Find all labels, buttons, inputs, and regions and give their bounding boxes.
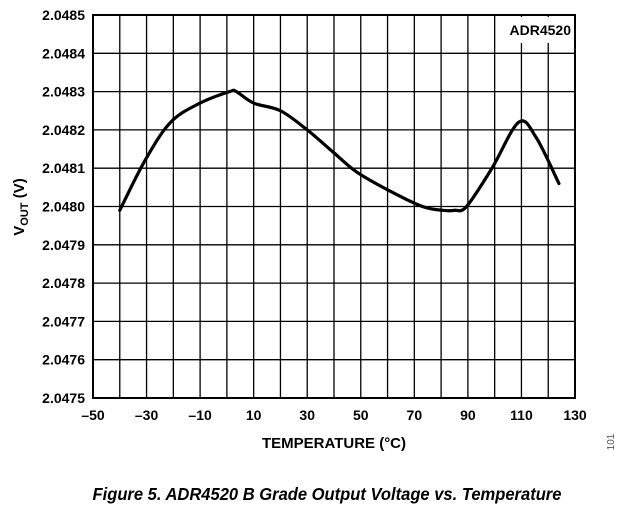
y-tick-label: 2.0475 xyxy=(42,390,85,406)
x-tick-label: 130 xyxy=(563,407,587,423)
x-tick-label: 70 xyxy=(407,407,423,423)
x-tick-label: 110 xyxy=(510,407,533,423)
y-axis-label-sub: OUT xyxy=(19,202,31,226)
x-tick-label: 50 xyxy=(353,407,369,423)
y-tick-label: 2.0481 xyxy=(42,160,85,176)
grid xyxy=(93,15,575,398)
x-tick-label: 10 xyxy=(246,407,262,423)
x-tick-label: –30 xyxy=(135,407,159,423)
x-tick-label: –10 xyxy=(188,407,212,423)
y-tick-label: 2.0476 xyxy=(42,352,85,368)
y-tick-labels: 2.0475 2.0476 2.0477 2.0478 2.0479 2.0480 2.04… xyxy=(42,7,85,406)
x-tick-label: –50 xyxy=(81,407,105,423)
plot-frame xyxy=(92,14,576,399)
y-tick-label: 2.0479 xyxy=(42,237,85,253)
y-tick-label: 2.0478 xyxy=(42,275,85,291)
x-tick-label: 90 xyxy=(460,407,476,423)
legend-background xyxy=(497,17,574,43)
y-tick-label: 2.0482 xyxy=(42,122,85,138)
side-note: 101 xyxy=(606,433,617,450)
x-tick-label: 30 xyxy=(299,407,315,423)
legend-label: ADR4520 xyxy=(510,22,572,38)
y-tick-label: 2.0480 xyxy=(42,199,85,215)
y-axis-label: VOUT (V) xyxy=(11,178,31,235)
y-tick-label: 2.0483 xyxy=(42,84,85,100)
y-tick-label: 2.0485 xyxy=(42,7,85,23)
y-axis-label-main: V xyxy=(11,226,28,236)
series-line-adr4520 xyxy=(118,88,561,213)
x-tick-labels: –50 –30 –10 10 30 50 70 90 110 130 xyxy=(81,407,587,423)
figure-caption: Figure 5. ADR4520 B Grade Output Voltage… xyxy=(93,483,562,504)
y-axis-label-unit: (V) xyxy=(11,178,28,202)
y-tick-label: 2.0484 xyxy=(42,45,85,61)
y-tick-label: 2.0477 xyxy=(42,313,85,329)
x-axis-label: TEMPERATURE (°C) xyxy=(262,435,406,452)
